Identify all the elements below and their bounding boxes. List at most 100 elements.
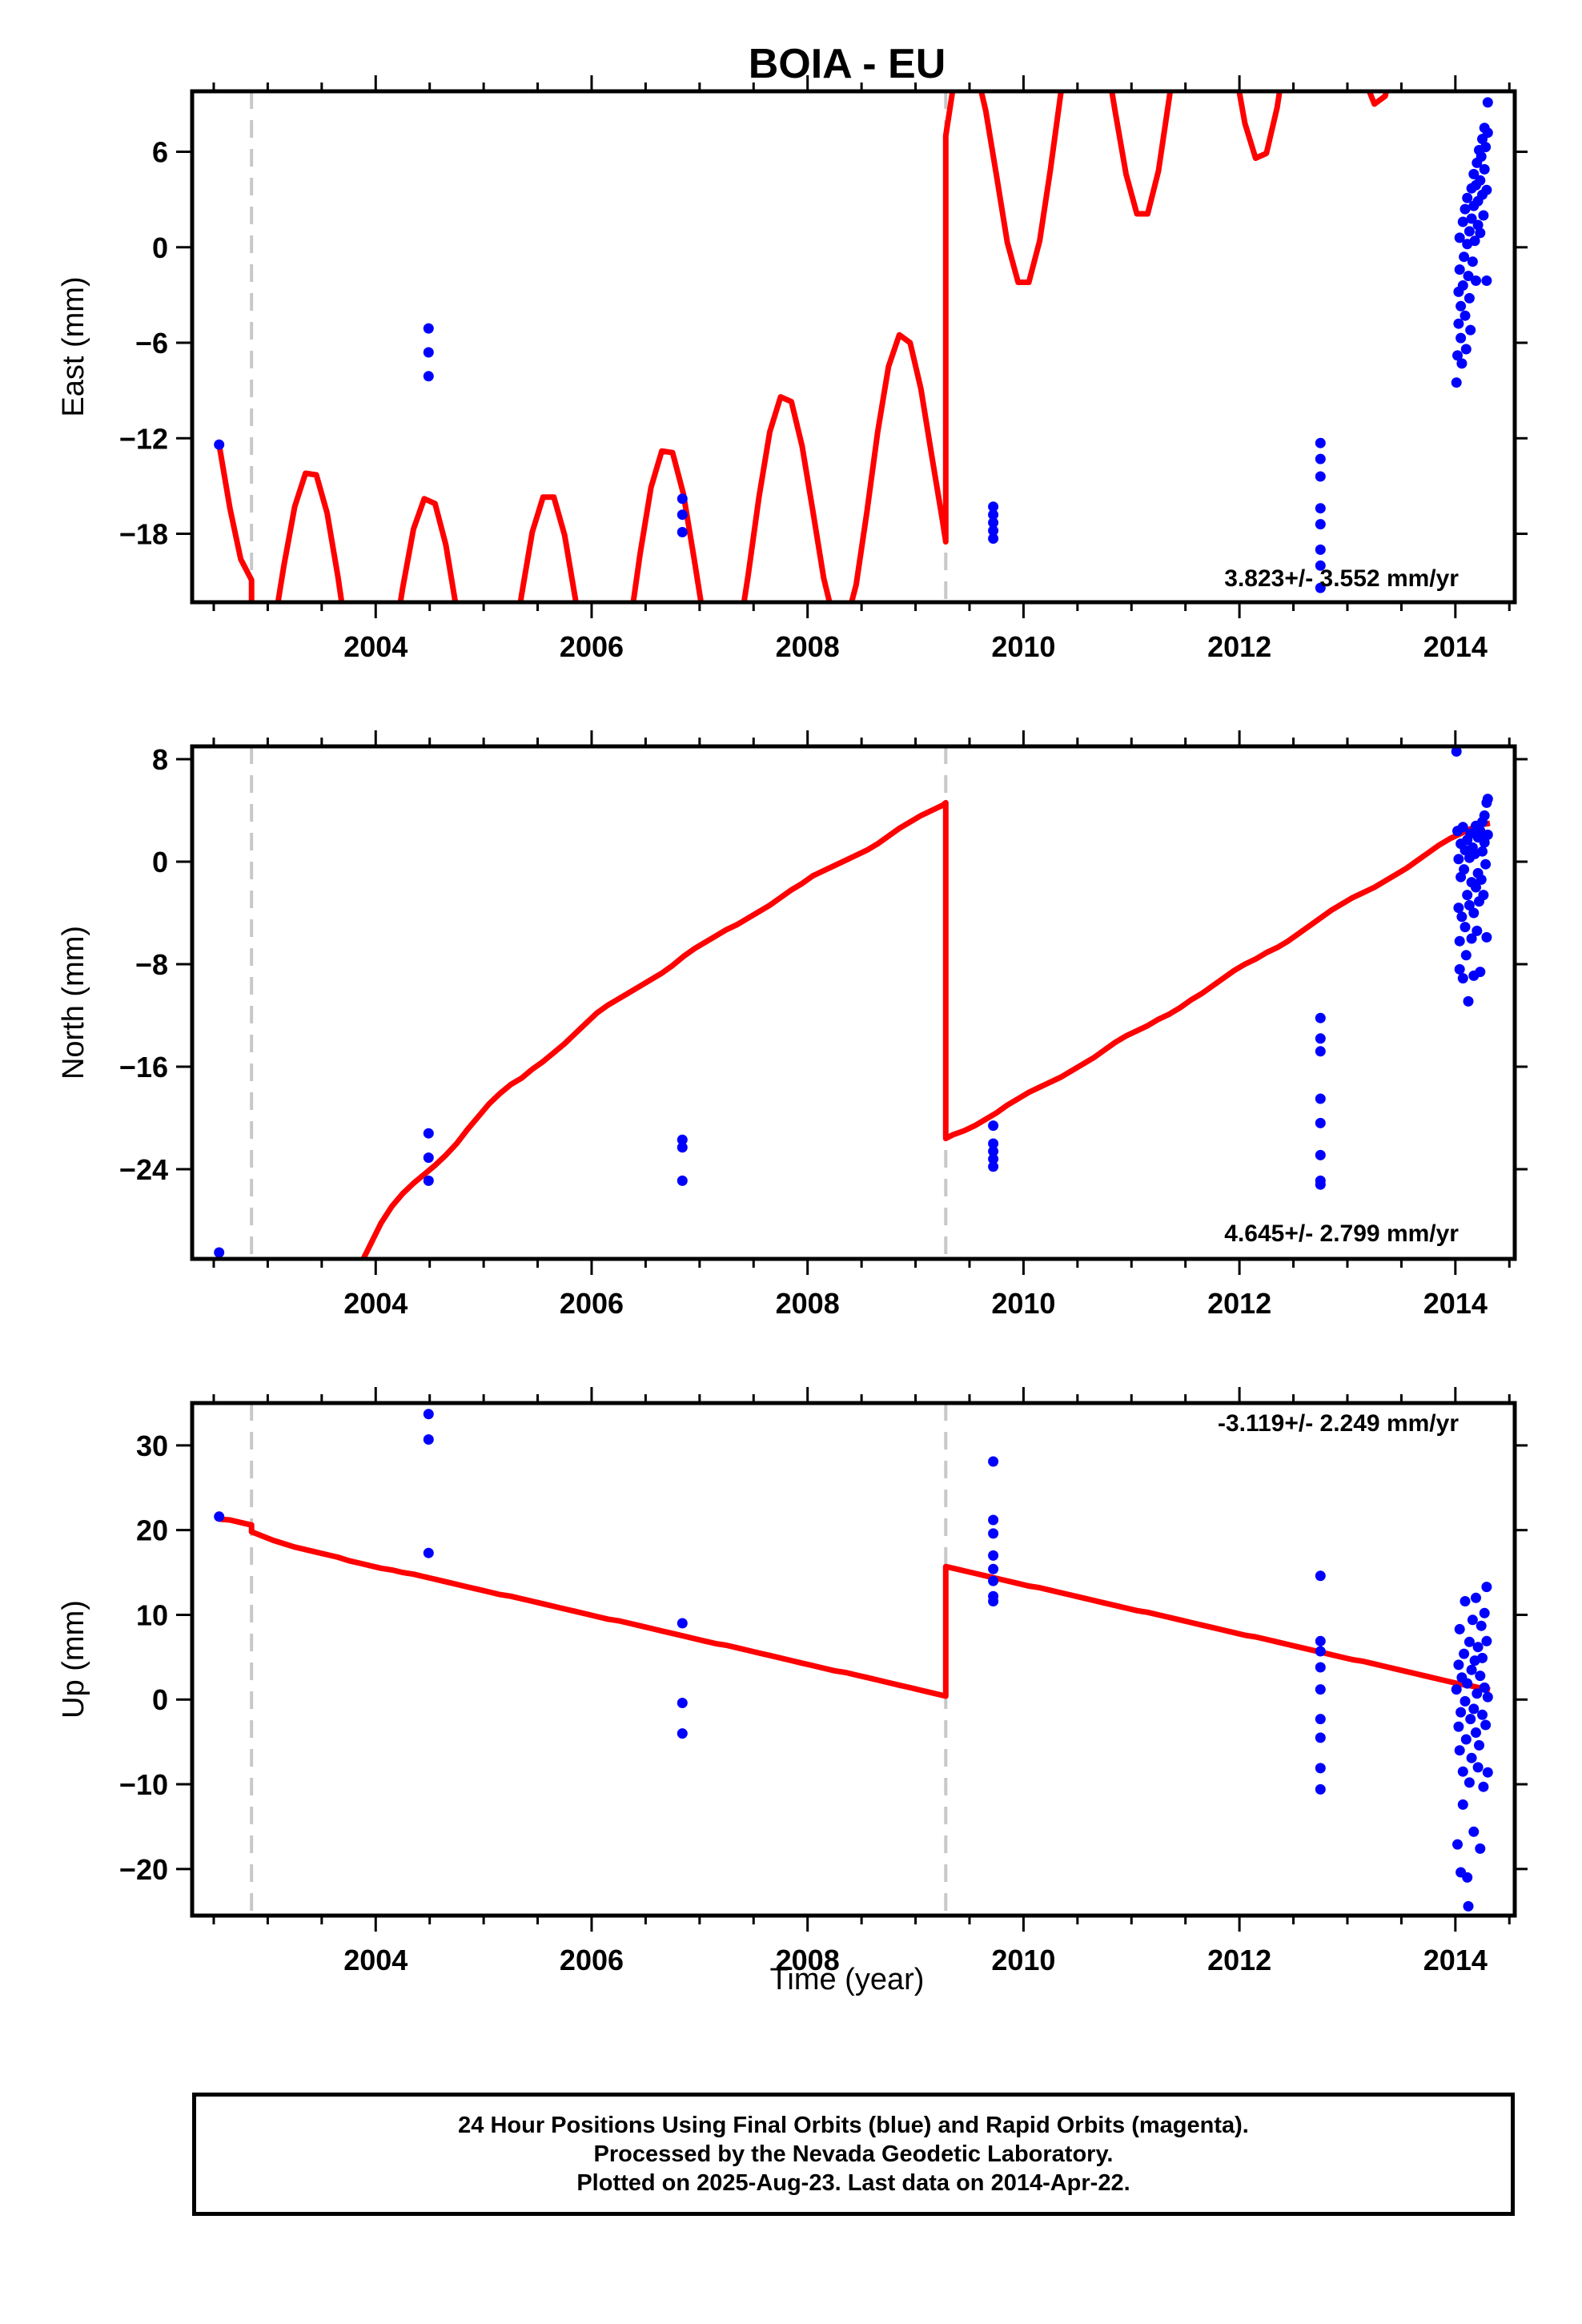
y-tick-label-east: −12: [119, 422, 168, 455]
data-point-up: [1482, 1691, 1493, 1703]
plot-frame-up: [190, 1401, 1517, 1918]
data-point-up: [1472, 1688, 1483, 1699]
data-point-north: [1454, 963, 1465, 975]
data-point-east: [1476, 151, 1487, 162]
data-point-north: [1482, 829, 1493, 840]
data-point-north: [1453, 854, 1464, 865]
data-point-north: [1476, 874, 1487, 885]
data-point-up: [1471, 1727, 1481, 1738]
data-point-up: [423, 1409, 434, 1420]
data-point-east: [1466, 213, 1477, 224]
data-point-up: [214, 1511, 225, 1522]
data-point-north: [1454, 935, 1465, 947]
data-point-up: [1482, 1767, 1493, 1778]
data-point-north: [1472, 925, 1483, 936]
data-point-east: [1457, 216, 1468, 227]
data-point-up: [1315, 1783, 1326, 1795]
data-point-east: [1465, 324, 1476, 336]
data-point-up: [1472, 1762, 1484, 1773]
data-point-east: [1467, 256, 1478, 267]
data-point-north: [1475, 967, 1486, 978]
data-point-up: [1468, 1703, 1480, 1715]
data-point-north: [1315, 1033, 1326, 1044]
data-point-north: [1480, 858, 1492, 870]
data-point-east: [1315, 503, 1326, 514]
data-point-north: [1464, 899, 1475, 911]
data-point-north: [1481, 931, 1492, 943]
data-point-north: [1479, 810, 1490, 821]
data-point-east: [1457, 280, 1468, 291]
y-tick-label-up: −10: [119, 1768, 168, 1801]
data-point-up: [1466, 1752, 1477, 1763]
data-point-north: [988, 1120, 999, 1132]
data-point-east: [1315, 582, 1326, 593]
data-point-east: [1482, 97, 1493, 108]
data-point-east: [1479, 163, 1490, 175]
model-line-up: [219, 1516, 1491, 1699]
data-point-east: [677, 509, 688, 521]
data-point-east: [988, 509, 999, 521]
data-point-up: [1457, 1799, 1468, 1810]
data-point-east: [214, 439, 225, 450]
rate-label-up: -3.119+/- 2.249 mm/yr: [1218, 1410, 1459, 1437]
data-point-east: [1452, 350, 1463, 361]
data-point-north: [1471, 882, 1481, 893]
data-point-east: [988, 525, 999, 537]
x-tick-label-east: 2014: [1423, 630, 1488, 663]
caption-line-plotted-on: Plotted on 2025-Aug-23. Last data on 201…: [576, 2170, 1130, 2196]
data-point-up: [677, 1618, 688, 1629]
data-point-east: [1480, 142, 1492, 153]
data-point-east: [1460, 310, 1471, 321]
x-tick-label-up: 2006: [560, 1944, 624, 1976]
data-point-north: [1478, 890, 1489, 901]
x-tick-label-north: 2004: [343, 1287, 408, 1320]
y-tick-label-up: 20: [136, 1514, 168, 1547]
data-point-east: [1464, 292, 1475, 304]
data-point-east: [1472, 219, 1484, 231]
data-point-north: [677, 1142, 688, 1153]
x-tick-label-north: 2010: [991, 1287, 1055, 1320]
data-point-up: [1454, 1745, 1465, 1756]
data-point-up: [677, 1728, 688, 1739]
y-axis-label-up: Up (mm): [57, 1600, 90, 1719]
y-tick-label-east: 0: [152, 231, 168, 264]
data-point-east: [677, 527, 688, 537]
data-point-north: [1468, 907, 1480, 919]
plot-area-east: [214, 91, 1493, 602]
data-point-north: [423, 1128, 434, 1139]
data-point-up: [1315, 1646, 1326, 1657]
x-tick-label-north: 2014: [1423, 1287, 1488, 1320]
data-point-up: [1452, 1839, 1463, 1850]
data-point-east: [1481, 184, 1492, 195]
y-tick-label-up: 10: [136, 1598, 168, 1631]
data-point-north: [423, 1152, 434, 1164]
data-point-north: [1315, 1046, 1326, 1057]
data-point-up: [1475, 1843, 1486, 1854]
y-tick-label-north: 0: [152, 846, 168, 879]
x-tick-label-east: 2004: [343, 630, 408, 663]
data-point-east: [988, 533, 999, 544]
y-tick-label-up: −20: [119, 1853, 168, 1886]
data-point-up: [1479, 1607, 1490, 1618]
data-point-north: [1315, 1179, 1326, 1190]
data-point-up: [988, 1456, 999, 1467]
data-point-up: [988, 1563, 999, 1574]
data-point-up: [1464, 1636, 1475, 1647]
model-line-north: [219, 799, 1491, 1259]
data-point-up: [1463, 1900, 1474, 1912]
x-tick-label-north: 2008: [776, 1287, 840, 1320]
y-tick-label-east: −6: [135, 327, 168, 360]
model-line-east: [216, 91, 1390, 602]
data-point-up: [1315, 1662, 1326, 1673]
data-point-up: [1454, 1623, 1465, 1634]
data-point-north: [677, 1134, 688, 1145]
data-point-east: [988, 517, 999, 529]
y-tick-label-east: −18: [119, 518, 168, 551]
panel-north: 8 0 −8 −16 −24 2004 2006 2008 2010 2012 2014 North …: [57, 730, 1528, 1320]
x-axis-label: Time (year): [770, 1963, 925, 1996]
data-point-up: [1481, 1635, 1492, 1647]
data-point-north: [1456, 911, 1468, 923]
plot-area-up: [214, 1403, 1493, 1916]
